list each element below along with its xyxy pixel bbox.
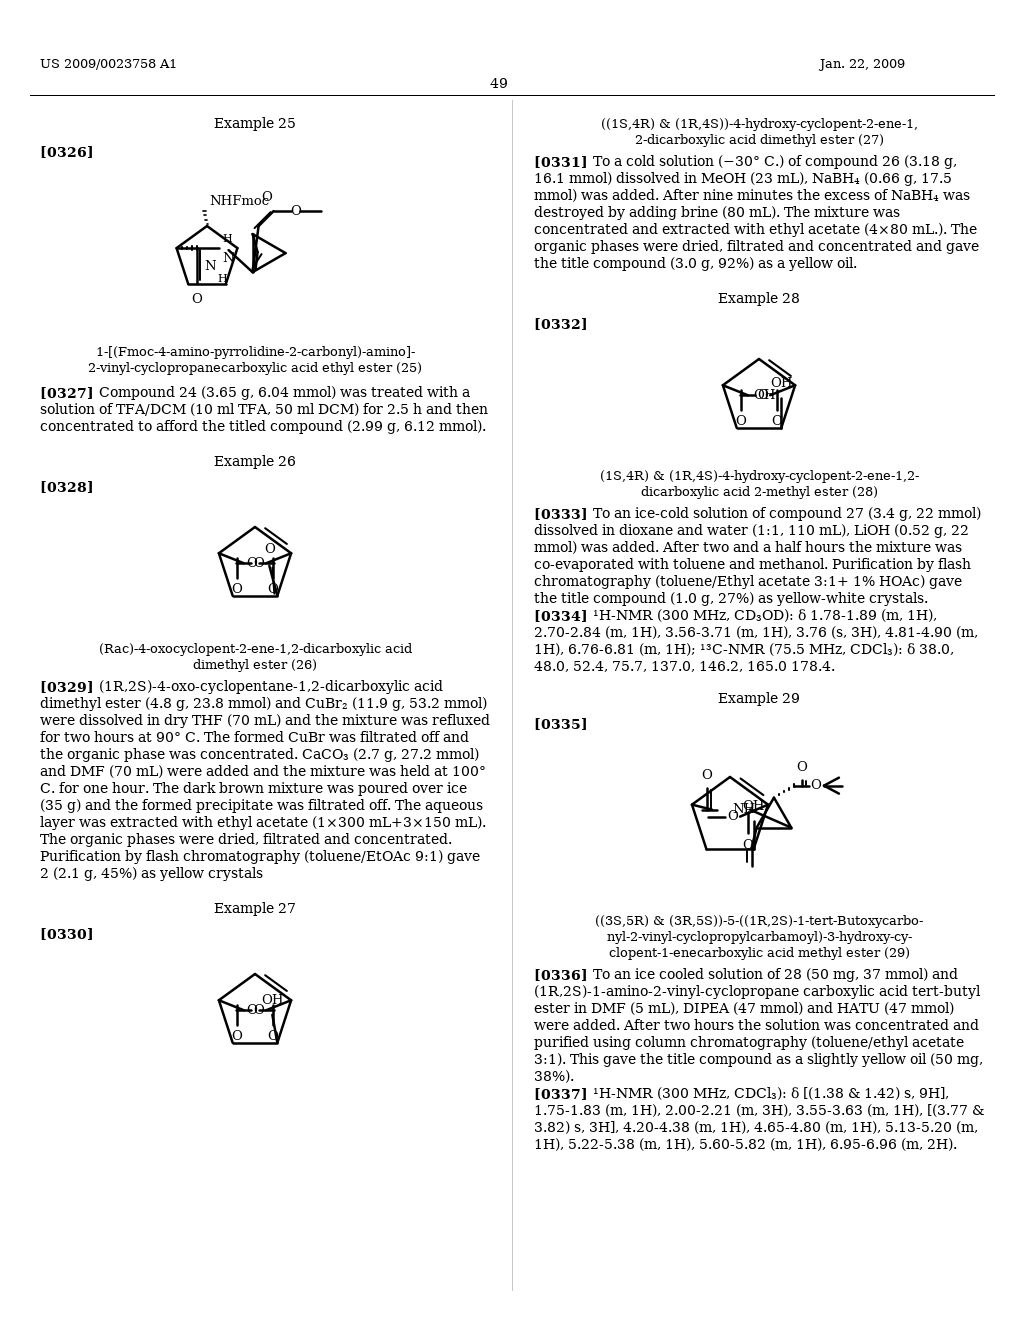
Text: O: O <box>246 557 257 570</box>
Text: O: O <box>191 293 202 306</box>
Text: NH: NH <box>732 803 756 816</box>
Text: O: O <box>246 1003 257 1016</box>
Text: O: O <box>810 779 821 792</box>
Text: O: O <box>231 583 243 597</box>
Text: O: O <box>735 416 746 428</box>
Text: O: O <box>253 557 264 570</box>
Text: O: O <box>797 760 807 774</box>
Text: O: O <box>742 838 754 851</box>
Text: OH: OH <box>742 800 765 813</box>
Text: OH: OH <box>261 994 284 1007</box>
Text: O: O <box>267 583 279 597</box>
Text: O: O <box>267 1030 279 1043</box>
Text: H: H <box>218 275 227 284</box>
Text: OH: OH <box>770 376 793 389</box>
Text: N: N <box>222 252 234 265</box>
Text: N: N <box>204 260 216 272</box>
Text: O: O <box>291 205 301 218</box>
Text: O: O <box>253 1003 264 1016</box>
Text: O: O <box>758 389 768 401</box>
Text: O: O <box>231 1030 243 1043</box>
Text: O: O <box>772 416 782 428</box>
Text: O: O <box>264 543 274 556</box>
Text: H: H <box>222 234 232 244</box>
Text: O: O <box>701 768 713 781</box>
Text: O: O <box>727 810 738 824</box>
Text: O: O <box>261 191 272 205</box>
Text: OH: OH <box>753 389 775 401</box>
Text: NHFmoc: NHFmoc <box>209 195 269 209</box>
